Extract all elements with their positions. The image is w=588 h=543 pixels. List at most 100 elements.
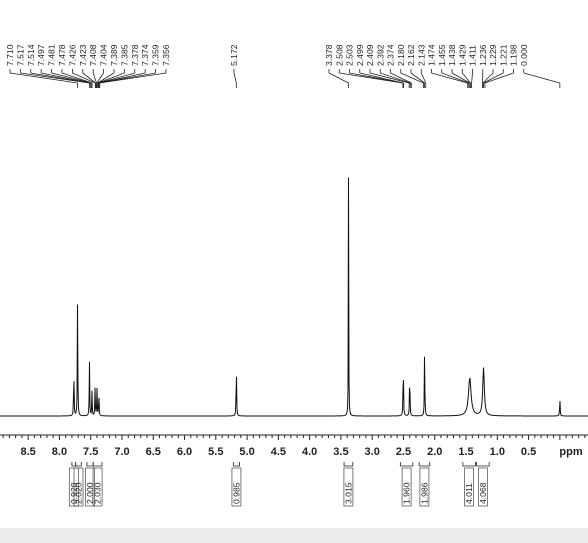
x-tick-label: 3.0	[365, 446, 380, 458]
peak-label-group: 7.710 7.517 7.514 7.497 7.481 7.478 7.426 7.423…	[5, 44, 561, 88]
peak-label: 7.356	[161, 44, 171, 66]
integral-value: 1.960	[402, 482, 412, 504]
x-tick-label: 4.0	[302, 446, 317, 458]
integral-value-box	[419, 467, 430, 507]
integral-value: 2.030	[93, 482, 103, 504]
integral-bracket	[399, 462, 414, 467]
peak-label: 7.517	[15, 44, 25, 66]
integral-value-box	[464, 467, 474, 507]
peak-leader-diagonal	[349, 72, 404, 84]
peak-leader-diagonal	[41, 72, 91, 84]
peak-leader-diagonal	[92, 72, 97, 84]
x-tick-label: 8.5	[21, 446, 36, 458]
integral-bracket	[71, 462, 77, 467]
peak-leader-diagonal	[51, 72, 92, 84]
integral-value: 4.068	[478, 482, 488, 504]
integral-value: 2.020	[74, 482, 84, 504]
integral-value-box	[231, 467, 242, 507]
integral-bracket	[418, 462, 431, 467]
peak-label: 1.411	[468, 45, 478, 66]
peak-label: 7.426	[67, 44, 77, 66]
integral-bracket	[462, 462, 476, 467]
peak-label: 7.389	[109, 44, 119, 66]
peak-leader-diagonal	[61, 72, 93, 84]
peak-leader-diagonal	[390, 72, 412, 84]
peak-leader-diagonal	[461, 72, 471, 84]
peak-leader-diagonal	[483, 72, 504, 84]
x-tick-label: 1.5	[458, 446, 473, 458]
peak-label: 7.478	[57, 44, 67, 66]
x-tick-group: 8.5 8.0 7.5 7.0 6.5 6.0 5.5 5.0 4.5 4.0 3.5 3.0 2.5 2…	[2, 435, 586, 458]
peak-label: 7.481	[47, 44, 57, 66]
integral-value-box	[92, 467, 103, 507]
integral-bracket	[476, 462, 490, 467]
peak-leader-diagonal	[420, 72, 427, 84]
peak-label: 2.374	[386, 44, 396, 66]
peak-leader-diagonal	[451, 72, 471, 84]
peak-label: 7.710	[5, 44, 15, 66]
peak-leader-diagonal	[328, 72, 349, 84]
peak-label: 2.499	[355, 44, 365, 66]
peak-leader-diagonal	[98, 72, 146, 84]
peak-leader-diagonal	[99, 72, 167, 84]
peak-leader-diagonal	[369, 72, 410, 84]
x-tick-label: 3.5	[333, 446, 348, 458]
peak-label: 2.503	[345, 44, 355, 66]
peak-label: 2.143	[416, 44, 426, 66]
peak-label: 7.378	[130, 44, 140, 66]
x-tick-label: 2.0	[427, 446, 442, 458]
x-tick-label: 7.5	[83, 446, 98, 458]
integral-value-box	[401, 467, 412, 507]
peak-leader-diagonal	[233, 72, 237, 84]
integral-value-box	[478, 467, 488, 507]
x-tick-label: 0.5	[521, 446, 536, 458]
peak-label: 5.172	[229, 44, 239, 66]
peak-label: 7.408	[88, 44, 98, 66]
peak-leader-diagonal	[82, 72, 96, 84]
peak-leader-diagonal	[97, 72, 115, 84]
integral-value: 2.000	[85, 482, 95, 504]
peak-label: 7.514	[26, 44, 36, 66]
peak-label: 2.508	[334, 44, 344, 66]
peak-label: 1.229	[488, 44, 498, 66]
peak-leader-diagonal	[98, 72, 135, 84]
x-tick-label: 4.5	[271, 446, 286, 458]
peak-leader-diagonal	[431, 72, 468, 84]
x-tick-label: 6.5	[146, 446, 161, 458]
peak-leader-diagonal	[380, 72, 411, 84]
x-tick-label: 8.0	[52, 446, 67, 458]
x-tick-label: 5.0	[239, 446, 254, 458]
x-tick-label: 7.0	[114, 446, 129, 458]
x-tick-label: 6.0	[177, 446, 192, 458]
peak-label: 1.455	[437, 44, 447, 66]
integral-value: 0.985	[231, 482, 241, 504]
peak-leader-diagonal	[523, 72, 560, 84]
x-tick-label: 2.5	[396, 446, 411, 458]
x-axis-unit-label: ppm	[559, 446, 582, 458]
peak-leader-diagonal	[30, 72, 90, 84]
integral-value: 4.011	[464, 483, 474, 504]
peak-label: 1.474	[427, 44, 437, 66]
peak-label: 7.423	[78, 44, 88, 66]
peak-label: 1.438	[447, 44, 457, 66]
peak-leader-diagonal	[471, 72, 473, 84]
peak-leader-diagonal	[359, 72, 404, 84]
peak-label: 2.180	[396, 44, 406, 66]
integral-value: 3.015	[343, 482, 353, 504]
x-tick-label: 1.0	[490, 446, 505, 458]
integral-bracket	[75, 462, 82, 467]
peak-leader-diagonal	[9, 72, 78, 84]
integral-bracket	[86, 462, 94, 467]
peak-leader-diagonal	[97, 72, 125, 84]
peak-leader-diagonal	[484, 72, 514, 84]
peak-label: 7.359	[151, 44, 161, 66]
peak-leader-diagonal	[441, 72, 469, 84]
integral-bracket	[343, 462, 354, 467]
integral-bracket	[232, 462, 240, 467]
integral-value-box	[85, 467, 95, 507]
peak-label: 1.429	[457, 44, 467, 66]
peak-leader-diagonal	[410, 72, 425, 84]
peak-label: 3.378	[324, 44, 334, 66]
